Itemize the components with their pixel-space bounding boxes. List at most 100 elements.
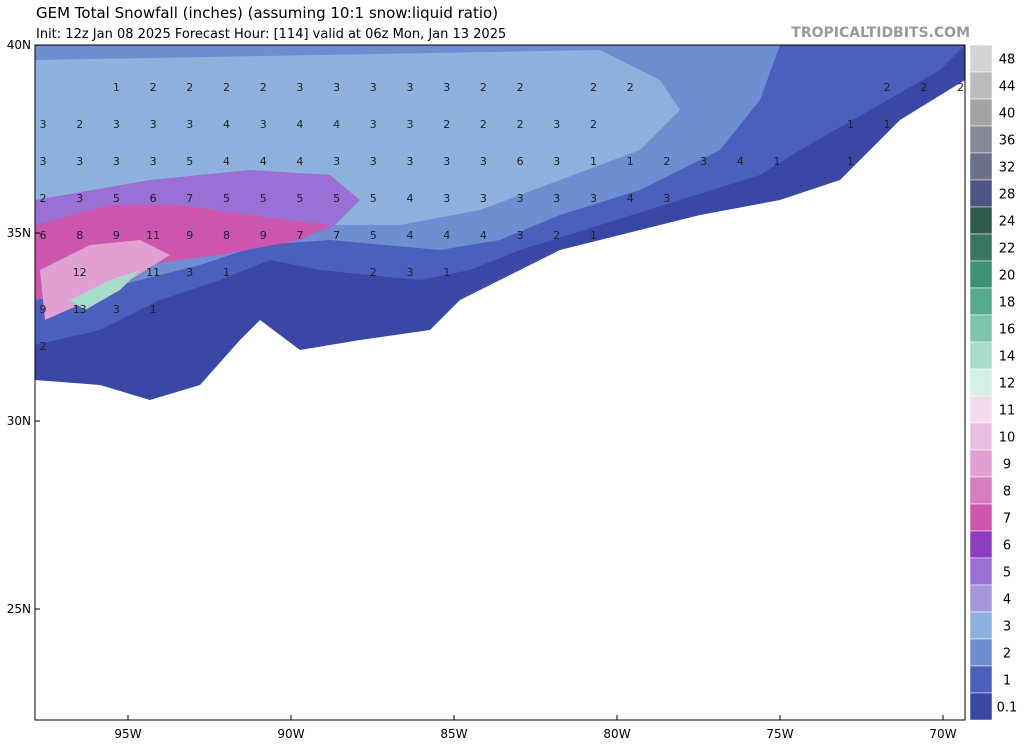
snow-label: 12	[73, 266, 87, 279]
snow-label: 2	[370, 266, 377, 279]
colorbar: 4844403632282422201816141211109876543210…	[969, 44, 1018, 721]
snow-label: 4	[443, 229, 450, 242]
snow-label: 2	[76, 118, 83, 131]
snow-label: 4	[296, 118, 303, 131]
snow-label: 1	[627, 155, 634, 168]
lon-label: 90W	[277, 727, 304, 741]
colorbar-swatch	[969, 449, 993, 478]
snow-label: 2	[627, 81, 634, 94]
colorbar-swatch	[969, 287, 993, 316]
snow-label: 3	[40, 118, 47, 131]
snow-label: 3	[517, 229, 524, 242]
colorbar-label: 16	[999, 323, 1016, 338]
snow-label: 3	[370, 81, 377, 94]
colorbar-label: 6	[1003, 539, 1011, 554]
snow-label: 3	[553, 192, 560, 205]
colorbar-label: 22	[999, 242, 1016, 257]
colorbar-label: 10	[999, 431, 1016, 446]
colorbar-swatch	[969, 125, 993, 154]
snow-label: 3	[407, 266, 414, 279]
colorbar-swatch	[969, 260, 993, 289]
snow-label: 3	[700, 155, 707, 168]
snow-label: 5	[296, 192, 303, 205]
snow-label: 8	[76, 229, 83, 242]
colorbar-label: 32	[999, 161, 1016, 176]
snow-label: 7	[186, 192, 193, 205]
snow-label: 2	[150, 81, 157, 94]
colorbar-swatch	[969, 476, 993, 505]
snow-label: 2	[553, 229, 560, 242]
lat-label: 30N	[7, 414, 31, 428]
snow-label: 4	[223, 155, 230, 168]
snow-label: 3	[113, 303, 120, 316]
colorbar-label: 20	[999, 269, 1016, 284]
brand: TROPICALTIDBITS.COM	[791, 25, 970, 41]
snow-band	[70, 270, 140, 310]
snow-label: 3	[40, 155, 47, 168]
colorbar-swatch	[969, 692, 993, 721]
snow-label: 3	[150, 155, 157, 168]
snow-label: 2	[590, 81, 597, 94]
snow-label: 1	[847, 155, 854, 168]
snow-label: 1	[847, 118, 854, 131]
snow-label: 2	[920, 81, 927, 94]
colorbar-swatch	[969, 368, 993, 397]
snow-label: 9	[113, 229, 120, 242]
snow-label: 3	[333, 155, 340, 168]
colorbar-swatch	[969, 557, 993, 586]
snow-label: 4	[333, 118, 340, 131]
snow-label: 1	[223, 266, 230, 279]
lon-label: 75W	[766, 727, 793, 741]
snow-label: 3	[333, 81, 340, 94]
snow-label: 2	[480, 81, 487, 94]
snow-label: 11	[146, 266, 160, 279]
snow-label: 1	[884, 118, 891, 131]
snow-label: 11	[146, 229, 160, 242]
colorbar-label: 9	[1003, 458, 1011, 473]
snow-label: 3	[407, 81, 414, 94]
snow-label: 3	[76, 192, 83, 205]
colorbar-label: 0.1	[997, 701, 1018, 716]
snow-label: 1	[443, 266, 450, 279]
snow-label: 6	[150, 192, 157, 205]
snow-label: 3	[150, 118, 157, 131]
colorbar-swatch	[969, 71, 993, 100]
colorbar-swatch	[969, 530, 993, 559]
lon-label: 70W	[929, 727, 956, 741]
lat-label: 35N	[7, 226, 31, 240]
subtitle: Init: 12z Jan 08 2025 Forecast Hour: [11…	[36, 27, 506, 42]
colorbar-label: 7	[1003, 512, 1011, 527]
snow-label: 3	[407, 118, 414, 131]
snow-label: 5	[223, 192, 230, 205]
colorbar-swatch	[969, 98, 993, 127]
colorbar-swatch	[969, 422, 993, 451]
snow-label: 2	[40, 192, 47, 205]
colorbar-swatch	[969, 179, 993, 208]
snow-label: 1	[774, 155, 781, 168]
lon-label: 85W	[440, 727, 467, 741]
snow-label: 5	[186, 155, 193, 168]
snow-label: 2	[517, 81, 524, 94]
snow-label: 3	[590, 192, 597, 205]
snow-label: 2	[590, 118, 597, 131]
snow-label: 3	[296, 81, 303, 94]
lat-label: 25N	[7, 602, 31, 616]
snow-label: 2	[517, 118, 524, 131]
snow-label: 4	[260, 155, 267, 168]
snow-label: 3	[186, 118, 193, 131]
colorbar-swatch	[969, 503, 993, 532]
snow-label: 6	[40, 229, 47, 242]
colorbar-label: 2	[1003, 647, 1011, 662]
snow-label: 2	[186, 81, 193, 94]
colorbar-swatch	[969, 44, 993, 73]
snow-label: 2	[480, 118, 487, 131]
colorbar-label: 48	[999, 53, 1016, 68]
colorbar-swatch	[969, 206, 993, 235]
snow-label: 2	[957, 81, 964, 94]
snow-label: 5	[370, 229, 377, 242]
colorbar-label: 5	[1003, 566, 1011, 581]
colorbar-swatch	[969, 638, 993, 667]
colorbar-swatch	[969, 665, 993, 694]
snow-label: 2	[884, 81, 891, 94]
snow-label: 5	[370, 192, 377, 205]
